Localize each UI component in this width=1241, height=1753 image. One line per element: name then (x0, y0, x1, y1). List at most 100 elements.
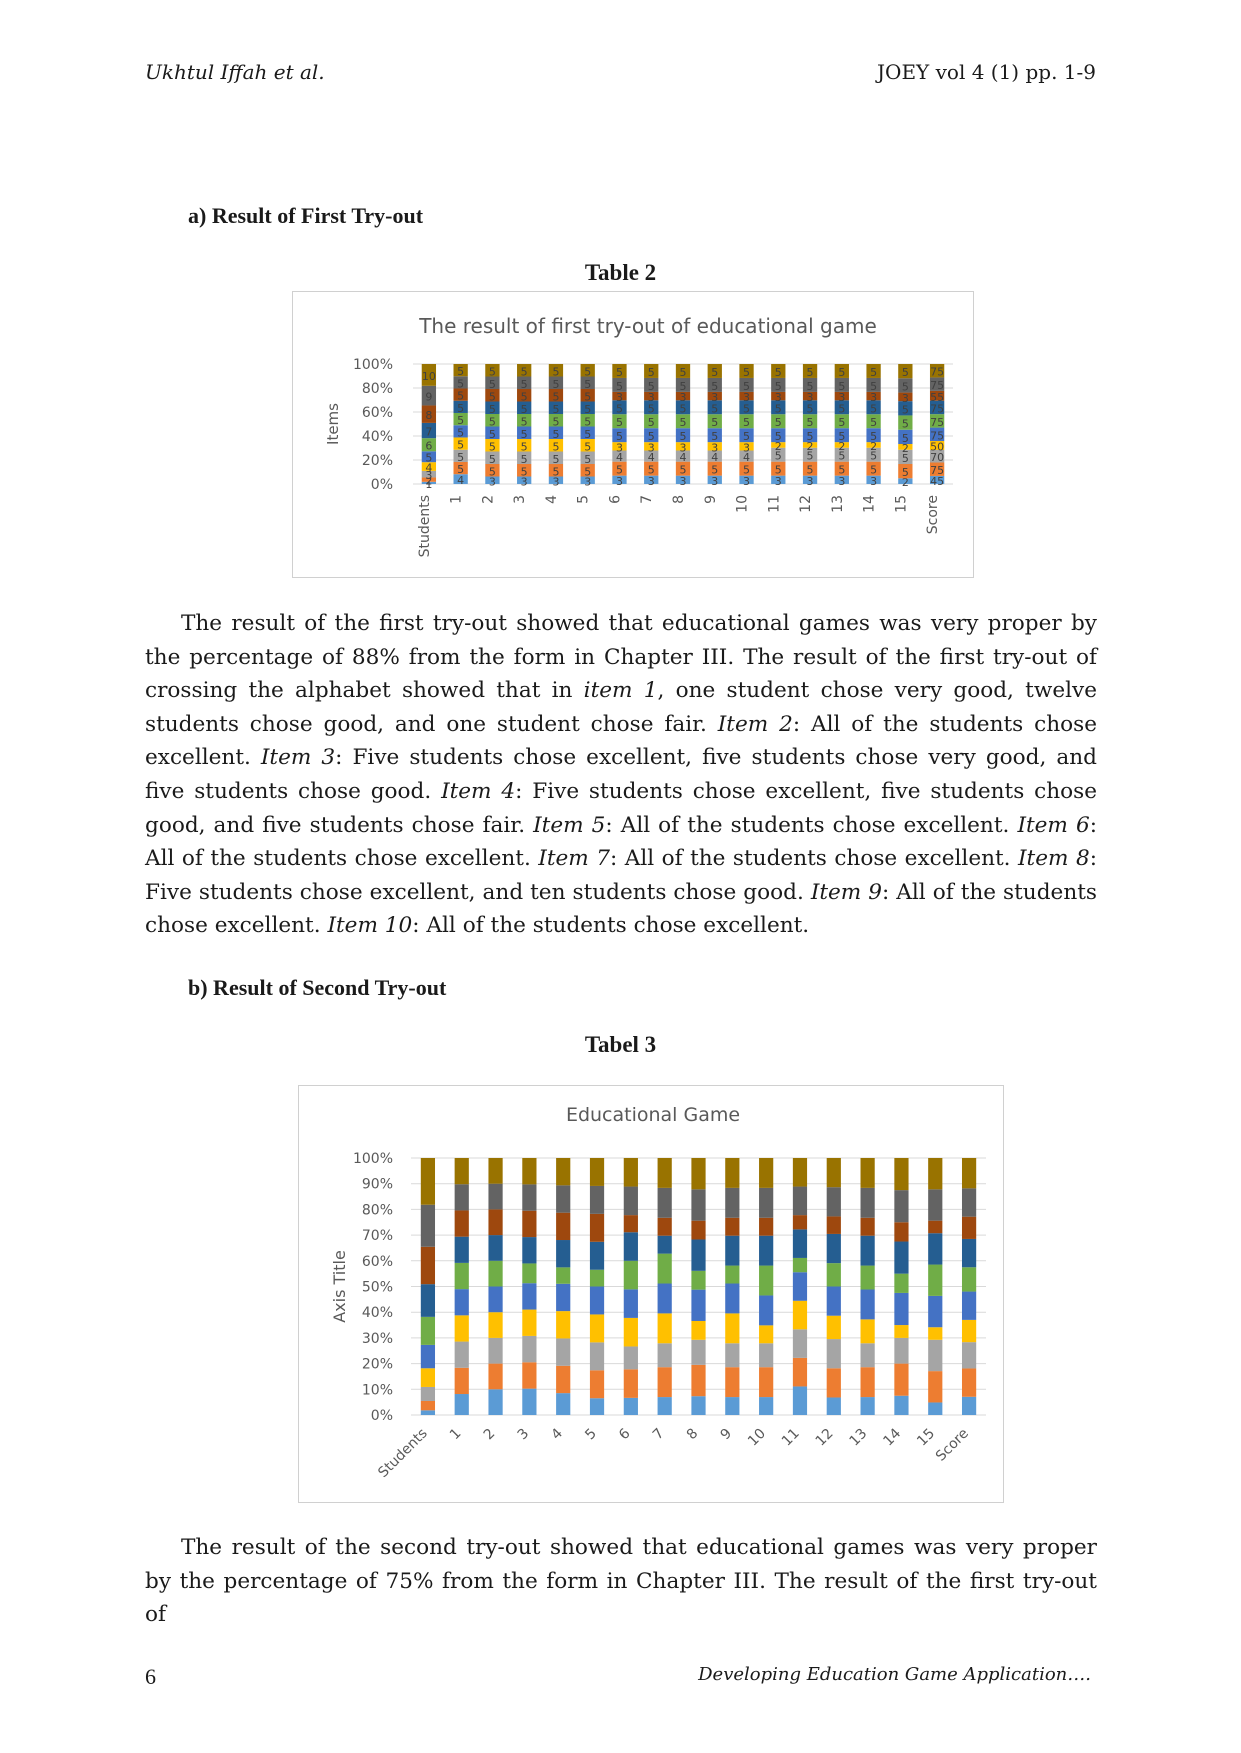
data-label: 5 (680, 380, 687, 393)
bar-segment (488, 1389, 503, 1415)
data-label: 5 (648, 402, 655, 415)
data-label: 4 (711, 451, 718, 464)
bar-segment (623, 1158, 638, 1187)
data-label: 2 (807, 440, 814, 453)
data-label: 5 (680, 430, 687, 443)
bar-segment (485, 464, 500, 477)
bar-segment (792, 1329, 808, 1358)
bar-segment (929, 449, 945, 463)
data-label: 3 (680, 475, 687, 488)
bar-segment (771, 475, 786, 484)
bar-segment (454, 1341, 469, 1368)
bar-segment (725, 1217, 740, 1236)
bar-segment (548, 389, 564, 402)
bar-segment (488, 1260, 503, 1287)
data-label: 50 (930, 440, 944, 453)
bar-segment (589, 1185, 605, 1214)
bar-segment (866, 400, 881, 415)
bar-segment (657, 1158, 672, 1188)
data-label: 5 (457, 426, 464, 439)
chart-title: The result of first try-out of education… (418, 314, 877, 338)
data-label: 5 (680, 402, 687, 415)
data-label: 5 (552, 390, 559, 403)
bar-segment (707, 414, 722, 429)
data-label: 5 (807, 380, 814, 393)
bar-segment (707, 400, 722, 415)
data-label: 5 (552, 465, 559, 478)
bar-segment (826, 1216, 841, 1234)
data-label: 2 (425, 475, 432, 488)
data-label: 3 (648, 475, 655, 488)
bar-segment (826, 1315, 841, 1340)
data-label: 3 (743, 475, 750, 488)
bar-segment (623, 1369, 638, 1398)
bar-segment (929, 427, 945, 442)
bar-segment (517, 364, 532, 377)
bar-segment (894, 1337, 909, 1364)
x-tick-label: 13 (830, 495, 846, 513)
bar-segment (675, 364, 691, 378)
data-label: 9 (425, 391, 432, 404)
bar-segment (928, 1339, 943, 1372)
bar-segment (898, 378, 913, 393)
data-label: 5 (648, 416, 655, 429)
bar-segment (453, 425, 468, 438)
bar-segment (580, 414, 595, 427)
bar-segment (453, 388, 468, 401)
bar-segment (421, 405, 437, 423)
data-label: 5 (521, 403, 528, 416)
data-label: 5 (584, 365, 591, 378)
data-label: 5 (711, 402, 718, 415)
x-tick-label: 15 (893, 495, 909, 513)
bar-segment (589, 1158, 605, 1186)
bar-segment (522, 1283, 537, 1310)
bar-segment (453, 474, 468, 484)
bar-segment (894, 1273, 909, 1293)
bar-segment (898, 429, 913, 444)
bar-segment (866, 391, 881, 401)
bar-segment (707, 428, 722, 443)
data-label: 5 (584, 415, 591, 428)
data-label: 5 (521, 415, 528, 428)
bar-segment (792, 1229, 808, 1258)
bar-segment (612, 400, 627, 415)
bar-segment (834, 461, 849, 476)
bar-segment (485, 414, 500, 427)
data-label: 5 (743, 402, 750, 415)
data-label: 3 (616, 391, 623, 404)
bar-segment (759, 1235, 774, 1266)
y-tick-label: 40% (362, 429, 393, 445)
bar-segment (485, 401, 500, 414)
bar-segment (580, 376, 595, 389)
data-label: 5 (552, 440, 559, 453)
bar-segment (623, 1260, 638, 1290)
bar-segment (548, 426, 564, 439)
bar-segment (771, 461, 786, 476)
data-label: 5 (775, 416, 782, 429)
data-label: 5 (807, 430, 814, 443)
y-axis-title: Items (324, 403, 342, 445)
bar-segment (739, 377, 754, 392)
bar-segment (522, 1158, 537, 1185)
x-tick-label: 8 (671, 495, 687, 504)
bar-segment (644, 400, 659, 415)
data-label: 3 (711, 475, 718, 488)
bar-segment (420, 1344, 436, 1369)
y-tick-label: 0% (371, 1408, 393, 1424)
bar-segment (623, 1317, 638, 1347)
bar-segment (675, 414, 691, 429)
bar-segment (580, 426, 595, 439)
data-label: 3 (807, 475, 814, 488)
bar-segment (675, 428, 691, 443)
bar-segment (802, 377, 818, 392)
bar-segment (556, 1365, 571, 1394)
x-tick-label: 3 (512, 495, 528, 504)
x-tick-label: 3 (515, 1426, 533, 1444)
bar-segment (454, 1184, 469, 1211)
data-label: 5 (521, 440, 528, 453)
bar-segment (771, 442, 786, 448)
bar-segment (644, 391, 659, 401)
bar-segment (929, 441, 945, 450)
chart-2: Educational Game Axis Title 0% 10% 20% 30% 40%… (330, 1104, 986, 1481)
bar-segment (485, 439, 500, 452)
